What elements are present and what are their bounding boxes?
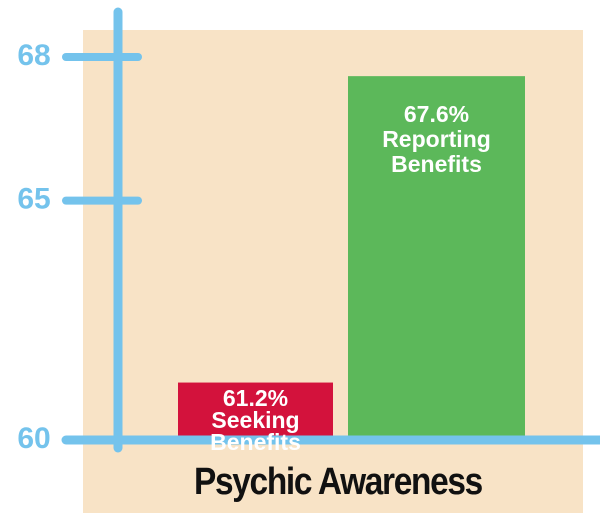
bar-label: 67.6% Reporting Benefits — [348, 102, 525, 177]
category-label: Reporting Benefits — [382, 126, 491, 178]
y-tick-label: 60 — [17, 422, 50, 455]
y-tick-label: 68 — [17, 39, 50, 72]
value-label: 67.6% — [403, 101, 470, 128]
category-label: Seeking Benefits — [210, 406, 301, 455]
bar — [178, 382, 333, 440]
x-axis-label: Psychic Awareness — [194, 460, 482, 502]
bar-label: 61.2% Seeking Benefits — [178, 384, 333, 455]
y-tick-label: 65 — [17, 183, 50, 216]
bar — [348, 76, 525, 441]
value-label: 61.2% — [222, 384, 289, 411]
